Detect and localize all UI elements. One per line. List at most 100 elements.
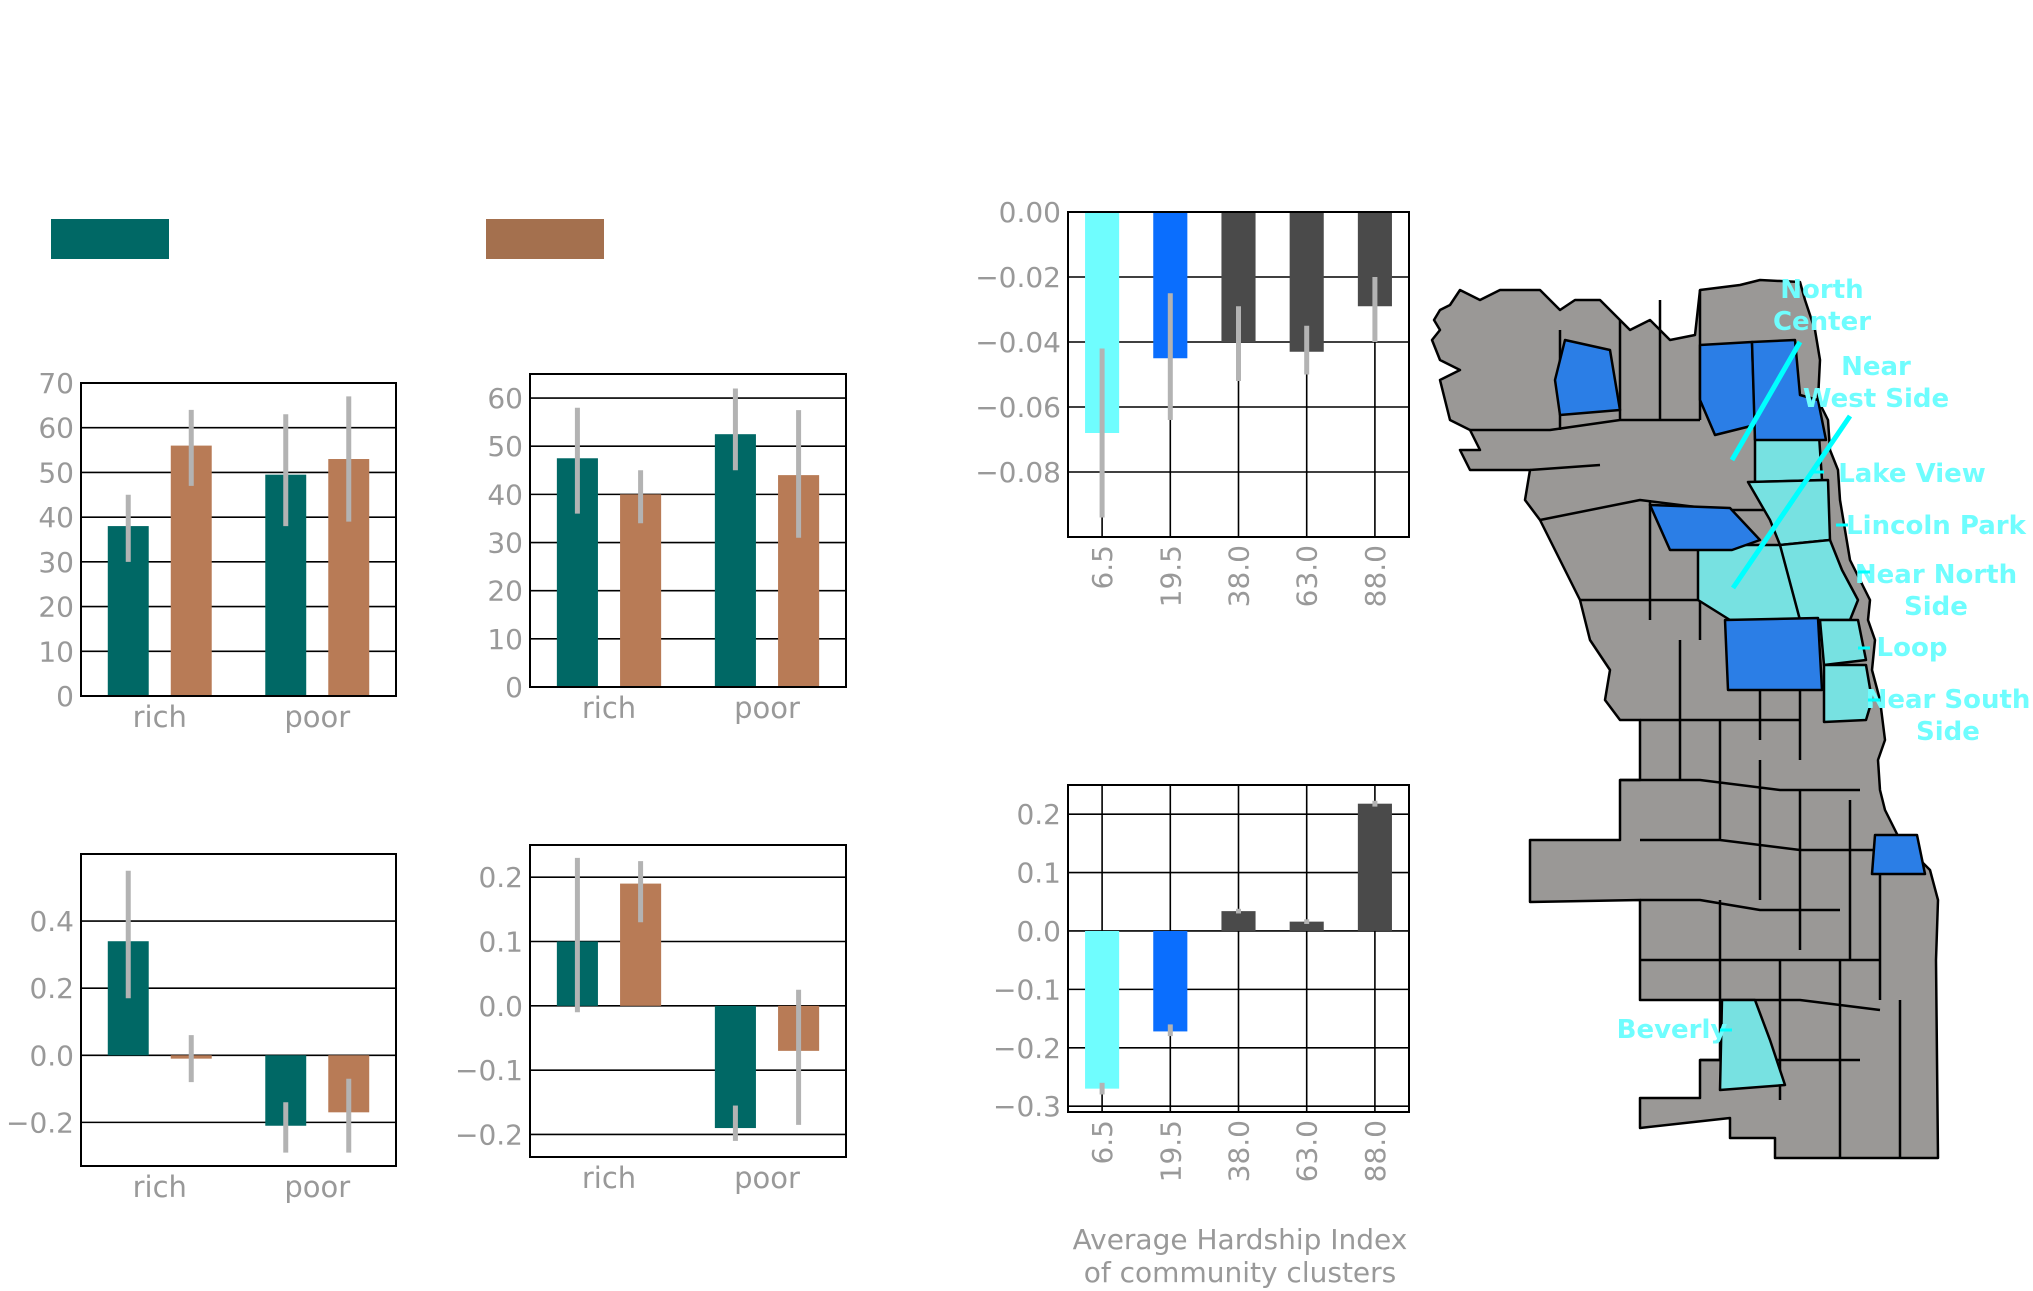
map-label: Near North (1855, 560, 2017, 590)
x-tick-label: poor (284, 700, 350, 734)
map-callouts (1729, 340, 1853, 590)
region-uptown (1750, 338, 1828, 442)
axes-frame (529, 844, 847, 1158)
y-tick-label: 30 (487, 527, 523, 560)
x-tick-label: 38.0 (1223, 1120, 1256, 1182)
y-tick-label: −0.02 (975, 261, 1061, 294)
y-tick-label: 0.1 (1016, 857, 1061, 890)
x-tick-label: 63.0 (1291, 545, 1324, 607)
map-highlight-blue (1553, 338, 1927, 876)
y-tick-label: 60 (487, 382, 523, 415)
x-tick-label: 88.0 (1359, 545, 1392, 607)
bar-88.0 (1357, 803, 1392, 931)
map-label: Side (1916, 717, 1980, 747)
axes-frame (80, 853, 397, 1167)
y-tick-label: 0.4 (29, 905, 74, 938)
y-tick-label: 30 (38, 546, 74, 579)
y-tick-label: 0.00 (999, 196, 1061, 229)
x-tick-label: rich (582, 691, 636, 725)
map-label: West Side (1803, 384, 1949, 414)
y-tick-label: −0.2 (6, 1106, 74, 1139)
y-tick-label: 10 (487, 623, 523, 656)
x-tick-label: poor (734, 691, 800, 725)
region-northwest (1553, 338, 1622, 417)
chart-panel-1: 0 10 20 30 40 50 60 70 rich poor (38, 367, 397, 734)
y-tick-label: −0.2 (993, 1032, 1061, 1065)
chart-panel-6: 0.2 0.1 0.0 −0.1 −0.2 −0.3 6.5 19.5 38.0 63.0 88.0 (993, 784, 1410, 1182)
y-tick-label: 20 (487, 575, 523, 608)
chart-panel-5: 0.00 −0.02 −0.04 −0.06 −0.08 6.5 19.5 38.0 63.0 8… (975, 196, 1410, 607)
x-tick-label: poor (734, 1161, 800, 1195)
map-label: Side (1904, 592, 1968, 622)
map-label: Loop (1877, 633, 1948, 663)
y-tick-label: 0 (505, 671, 523, 704)
callout-near-west-side (1730, 414, 1853, 590)
y-tick-label: 10 (38, 635, 74, 668)
map-label: Near (1841, 352, 1911, 382)
bar-38.0 (1221, 911, 1256, 931)
x-tick-label: poor (284, 1170, 350, 1204)
hardship-xlabel-line-2: of community clusters (1083, 1256, 1397, 1289)
x-tick-label: 6.5 (1086, 1120, 1119, 1165)
region-south-central (1723, 616, 1824, 692)
y-tick-label: 0.0 (478, 990, 523, 1023)
y-tick-label: −0.2 (455, 1118, 523, 1151)
y-tick-label: 50 (487, 430, 523, 463)
y-tick-label: 0.2 (478, 861, 523, 894)
axes-frame (1067, 211, 1410, 538)
region-north-center (1698, 340, 1757, 437)
x-tick-label: 19.5 (1154, 1120, 1187, 1182)
y-tick-label: −0.06 (975, 391, 1061, 424)
y-tick-label: 0.0 (29, 1039, 74, 1072)
y-tick-label: −0.1 (455, 1054, 523, 1087)
y-tick-label: 0 (56, 680, 74, 713)
bar-19.5 (1153, 930, 1188, 1032)
hardship-xlabel: Average Hardship Index of community clus… (1040, 1223, 1440, 1289)
y-tick-label: −0.08 (975, 456, 1061, 489)
y-tick-label: −0.04 (975, 326, 1061, 359)
y-tick-label: 50 (38, 456, 74, 489)
chart-panel-4: 0.2 0.1 0.0 −0.1 −0.2 rich poor (455, 844, 847, 1195)
region-loop (1818, 618, 1868, 667)
region-near-south-side (1822, 663, 1874, 724)
map-label: Beverly (1617, 1015, 1728, 1045)
map-label: Near South (1866, 685, 2031, 715)
bar-63.0 (1289, 921, 1324, 931)
x-tick-label: 6.5 (1086, 545, 1119, 590)
axes-frame (1067, 784, 1410, 1113)
x-tick-label: 63.0 (1291, 1120, 1324, 1182)
chart-panel-3: 0.4 0.2 0.0 −0.2 rich poor (6, 853, 397, 1204)
hardship-xlabel-line-1: Average Hardship Index (1072, 1223, 1408, 1256)
y-tick-label: 70 (38, 367, 74, 400)
chart-panel-2: 0 10 20 30 40 50 60 rich poor (487, 373, 847, 725)
y-tick-label: 60 (38, 412, 74, 445)
y-tick-label: 0.2 (1016, 798, 1061, 831)
region-west-central (1648, 503, 1762, 552)
y-tick-label: 40 (487, 478, 523, 511)
map-label: North (1780, 275, 1863, 305)
x-tick-label: rich (582, 1161, 636, 1195)
x-tick-label: 38.0 (1223, 545, 1256, 607)
callout-north-center (1729, 340, 1803, 462)
legend-swatch-tan (486, 219, 604, 259)
y-tick-label: −0.3 (993, 1090, 1061, 1123)
y-tick-label: 0.0 (1016, 915, 1061, 948)
y-tick-label: 0.1 (478, 925, 523, 958)
x-tick-label: 19.5 (1154, 545, 1187, 607)
y-tick-label: 40 (38, 501, 74, 534)
y-tick-label: 20 (38, 591, 74, 624)
y-tick-label: 0.2 (29, 972, 74, 1005)
x-tick-label: 88.0 (1359, 1120, 1392, 1182)
y-tick-label: −0.1 (993, 973, 1061, 1006)
region-southeast (1870, 833, 1927, 876)
map-label: Lincoln Park (1846, 511, 2026, 541)
map-label: Center (1773, 307, 1871, 337)
bar-poor-series-1 (714, 434, 756, 687)
region-beverly (1718, 998, 1787, 1092)
axes-frame (529, 373, 847, 688)
x-tick-label: rich (133, 700, 187, 734)
